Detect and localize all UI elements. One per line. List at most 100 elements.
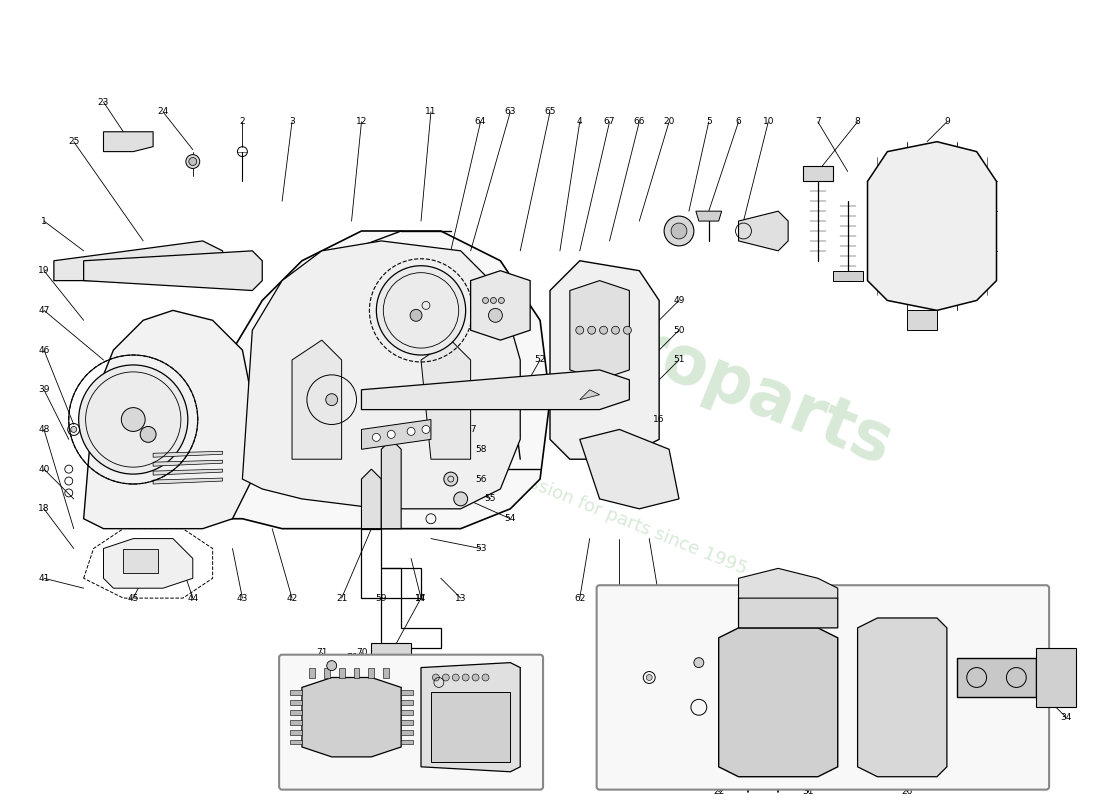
Text: 14: 14 [416,594,427,602]
Bar [339,667,344,678]
Text: europarts: europarts [536,280,902,479]
Polygon shape [103,132,153,152]
Text: 7: 7 [815,118,821,126]
Bar [402,739,414,745]
Polygon shape [84,310,252,529]
Polygon shape [421,662,520,772]
Polygon shape [570,281,629,380]
Polygon shape [580,390,600,400]
Text: 27: 27 [782,598,794,607]
Bar [290,730,301,734]
Circle shape [664,216,694,246]
Text: 15: 15 [604,474,615,483]
Text: 64: 64 [475,118,486,126]
Circle shape [373,434,381,442]
Text: 26: 26 [902,787,913,796]
Polygon shape [550,261,659,459]
Circle shape [432,674,439,681]
Circle shape [612,326,619,334]
Circle shape [121,408,145,431]
Polygon shape [362,370,629,410]
Text: 33: 33 [991,634,1002,642]
Bar [431,692,510,762]
Polygon shape [153,460,222,466]
Text: 17: 17 [416,594,427,602]
Polygon shape [738,588,838,628]
Text: 52: 52 [535,355,546,365]
Polygon shape [421,340,471,459]
Polygon shape [833,270,862,281]
Bar [353,667,360,678]
Text: 41: 41 [39,574,50,582]
Text: 69: 69 [475,777,486,786]
Polygon shape [362,469,382,529]
Polygon shape [153,478,222,484]
Text: 71: 71 [316,648,328,657]
Text: 31: 31 [802,787,814,796]
Text: 44: 44 [187,594,198,602]
Polygon shape [153,451,222,458]
Bar [402,690,414,695]
Text: 39: 39 [39,386,50,394]
Text: 63: 63 [505,107,516,117]
Text: a passion for parts since 1995: a passion for parts since 1995 [490,459,749,578]
Circle shape [671,223,686,239]
Circle shape [70,426,77,433]
Circle shape [387,430,395,438]
Polygon shape [957,658,1036,698]
Text: 43: 43 [236,594,249,602]
Bar [290,710,301,714]
Bar [290,700,301,705]
Bar [402,720,414,725]
Text: 50: 50 [673,326,684,334]
Circle shape [422,426,430,434]
Text: 18: 18 [39,504,50,514]
Text: 11: 11 [426,107,437,117]
Text: Lamborghini: Lamborghini [789,598,827,602]
Text: 59: 59 [375,594,387,602]
Polygon shape [292,340,342,459]
Text: 28: 28 [822,598,834,607]
Text: 47: 47 [39,306,50,315]
Text: 25: 25 [68,137,79,146]
Text: 35: 35 [624,653,635,662]
Text: 21: 21 [336,594,348,602]
FancyBboxPatch shape [596,586,1049,790]
Bar [383,667,389,678]
Text: 32: 32 [673,683,684,692]
Text: 5: 5 [706,118,712,126]
Polygon shape [471,270,530,340]
Text: 24: 24 [157,107,168,117]
Text: 57: 57 [465,425,476,434]
Circle shape [407,427,415,435]
Text: 29: 29 [673,614,684,622]
Polygon shape [718,628,838,777]
Circle shape [186,154,200,169]
Text: 53: 53 [475,544,486,553]
Circle shape [498,298,505,303]
Text: 70: 70 [345,653,358,662]
Text: 37: 37 [742,777,755,786]
Text: 46: 46 [39,346,50,354]
Text: 10: 10 [762,118,774,126]
Circle shape [462,674,469,681]
Circle shape [327,661,337,670]
Polygon shape [301,678,402,757]
Text: 23: 23 [98,98,109,106]
Text: 60: 60 [653,594,664,602]
Bar [323,667,330,678]
Circle shape [140,426,156,442]
Polygon shape [153,469,222,475]
Polygon shape [803,166,833,182]
Circle shape [575,326,584,334]
Circle shape [410,310,422,322]
Text: 6: 6 [736,118,741,126]
Polygon shape [103,538,192,588]
Text: 65: 65 [544,107,556,117]
Text: 66: 66 [634,118,645,126]
Text: 58: 58 [475,445,486,454]
FancyBboxPatch shape [279,654,543,790]
Circle shape [483,298,488,303]
Polygon shape [362,419,431,450]
Bar [290,720,301,725]
